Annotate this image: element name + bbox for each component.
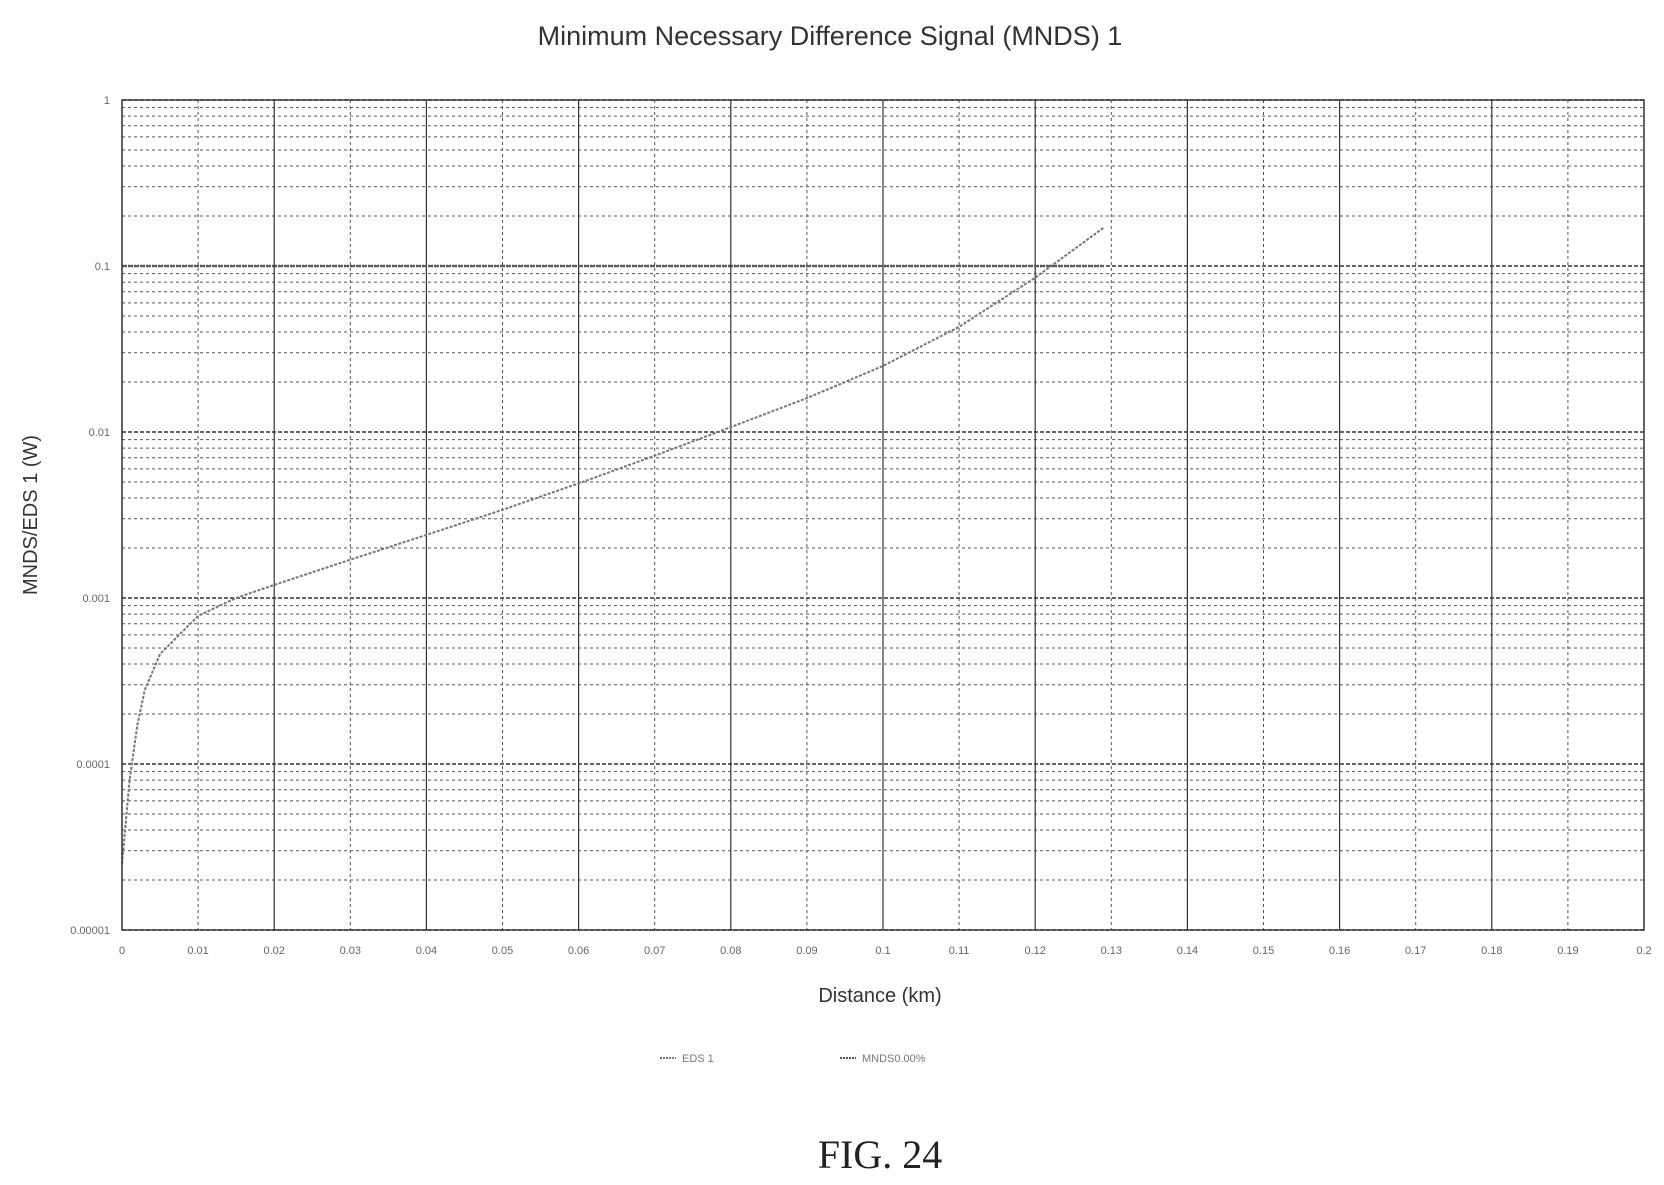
x-tick-label: 0.11 <box>949 945 970 957</box>
grid <box>121 99 1645 931</box>
x-tick-label: 0.15 <box>1253 945 1274 957</box>
x-tick-label: 0.06 <box>568 945 589 957</box>
chart-title: Minimum Necessary Difference Signal (MND… <box>538 21 1123 51</box>
y-tick-label: 1 <box>104 95 110 107</box>
x-tick-label: 0.16 <box>1329 945 1350 957</box>
y-tick-label: 0.001 <box>82 593 110 605</box>
x-tick-label: 0 <box>119 945 125 957</box>
series-line-1 <box>121 226 1105 864</box>
y-tick-label: 0.0001 <box>76 759 110 771</box>
x-tick-label: 0.05 <box>492 945 513 957</box>
x-tick-label: 0.03 <box>340 945 361 957</box>
legend-entry: MNDS0.00% <box>862 1053 926 1065</box>
x-tick-label: 0.1 <box>875 945 890 957</box>
x-tick-label: 0.14 <box>1177 945 1198 957</box>
x-tick-label: 0.01 <box>187 945 208 957</box>
y-axis-label: MNDS/EDS 1 (W) <box>20 435 42 595</box>
x-tick-label: 0.08 <box>720 945 741 957</box>
y-axis-ticks: 1 0.1 0.01 0.001 0.0001 0.00001 <box>70 95 110 937</box>
plot-frame <box>121 99 1645 931</box>
figure-label: FIG. 24 <box>818 1132 942 1177</box>
x-tick-label: 0.13 <box>1101 945 1122 957</box>
x-axis-label: Distance (km) <box>818 985 941 1007</box>
x-tick-label: 0.12 <box>1024 945 1045 957</box>
x-axis-ticks: 0 0.01 0.02 0.03 0.04 0.05 0.06 0.07 0.08 0.09 0.1… <box>119 945 1652 957</box>
y-tick-label: 0.1 <box>95 261 110 273</box>
y-tick-label: 0.00001 <box>70 925 110 937</box>
x-tick-label: 0.09 <box>796 945 817 957</box>
x-tick-label: 0.18 <box>1481 945 1502 957</box>
legend: EDS 1 MNDS0.00% <box>660 1053 926 1065</box>
x-tick-label: 0.19 <box>1557 945 1578 957</box>
x-tick-label: 0.07 <box>644 945 665 957</box>
x-tick-label: 0.2 <box>1636 945 1651 957</box>
x-tick-label: 0.17 <box>1405 945 1426 957</box>
series-lines <box>121 226 1105 864</box>
x-tick-label: 0.04 <box>416 945 437 957</box>
legend-entry: EDS 1 <box>682 1053 714 1065</box>
y-tick-label: 0.01 <box>89 427 110 439</box>
x-tick-label: 0.02 <box>263 945 284 957</box>
